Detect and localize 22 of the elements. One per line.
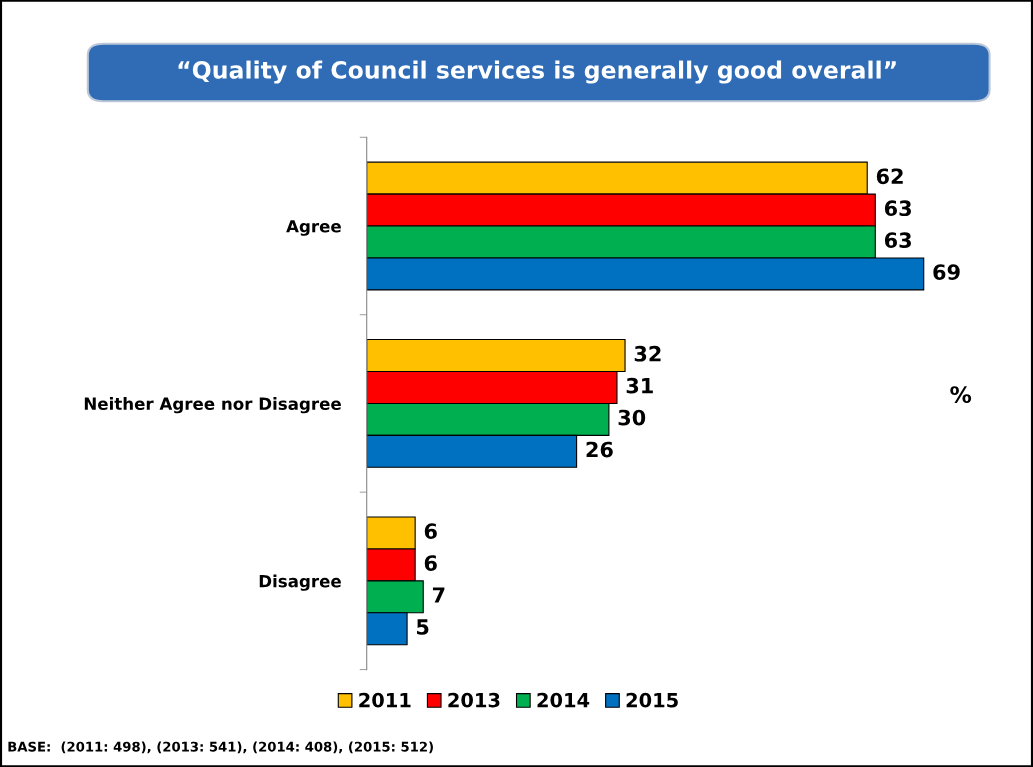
data-label: 31 (626, 377, 653, 394)
data-label: 26 (586, 441, 613, 458)
data-label: 62 (876, 168, 903, 185)
data-label: 30 (618, 409, 646, 426)
text: % (950, 386, 972, 403)
text: BASE: (2011: 498), (2013: 541), (2014: 408), (2015: 512) (8, 741, 433, 754)
legend-label: 2015 (626, 692, 678, 708)
y-tick-label: Neither Agree nor Disagree (84, 397, 341, 414)
legend-label: 2014 (537, 692, 590, 708)
y-tick-label: Disagree (259, 574, 341, 591)
data-label: 63 (884, 232, 911, 249)
data-label: 7 (432, 587, 445, 603)
data-label: 6 (424, 555, 437, 571)
y-tick-label: Agree (286, 220, 341, 236)
legend-label: 2011 (359, 692, 411, 708)
data-label: 32 (634, 345, 661, 362)
data-label: 5 (417, 619, 429, 635)
legend-label: 2013 (448, 692, 500, 708)
chart-title: “Quality of Council services is generally good overall” (178, 60, 896, 84)
data-label: 69 (933, 264, 960, 280)
data-label: 63 (884, 200, 911, 217)
data-label: 6 (424, 523, 437, 540)
